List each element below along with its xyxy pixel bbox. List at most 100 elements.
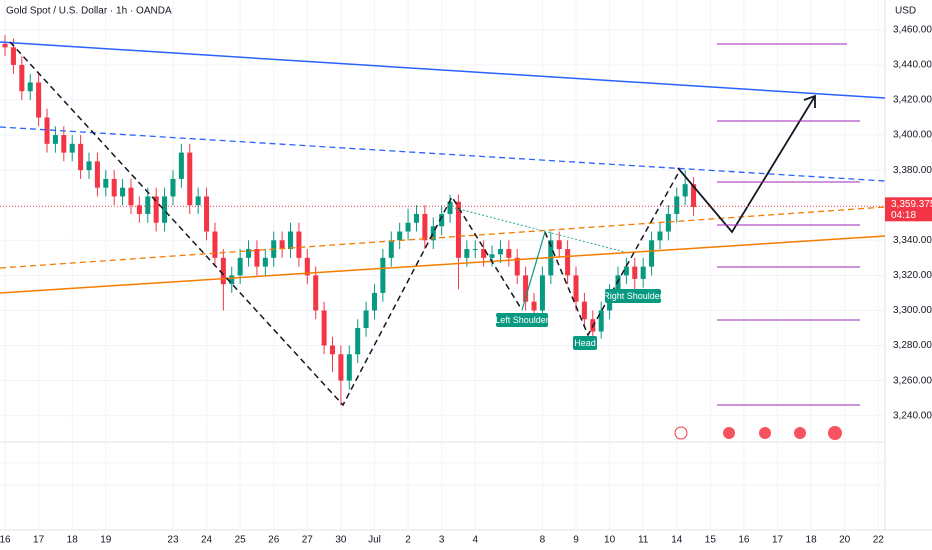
candle-body <box>397 231 403 241</box>
candle-body <box>481 249 487 258</box>
candle-body <box>489 254 495 258</box>
candle-body <box>598 310 604 332</box>
candle-body <box>78 143 84 171</box>
y-tick-label: 3,400.000 <box>893 130 932 141</box>
label-box <box>605 289 661 303</box>
candle-body <box>61 135 67 153</box>
x-tick-label: 16 <box>738 535 750 546</box>
candle-body <box>413 213 419 223</box>
x-tick-label: Jul <box>368 535 381 546</box>
candle-body <box>204 196 210 232</box>
candle-body <box>422 213 428 241</box>
candle-body <box>691 184 697 207</box>
y-tick-label: 3,440.000 <box>893 60 932 71</box>
pattern-labels: Left Shoulder Head Right Shoulder <box>495 289 663 350</box>
candle-body <box>615 275 621 293</box>
pattern-line <box>521 231 546 311</box>
candle-body <box>439 213 445 227</box>
candle-body <box>313 275 319 311</box>
candle-body <box>380 257 386 293</box>
candle-body <box>321 310 327 346</box>
candle-body <box>136 205 142 214</box>
trend-line <box>0 235 886 294</box>
x-tick-label: 18 <box>67 535 79 546</box>
x-tick-label: 30 <box>335 535 347 546</box>
candle-body <box>674 196 680 214</box>
candle-body <box>153 196 159 223</box>
candle-body <box>329 345 336 355</box>
y-tick-label: 3,420.000 <box>893 95 932 106</box>
zigzag <box>9 41 523 407</box>
y-tick-label: 3,340.000 <box>893 235 932 246</box>
x-tick-label: 19 <box>100 535 112 546</box>
left-shoulder-label: Left Shoulder <box>495 315 549 325</box>
candle-body <box>229 275 235 285</box>
candle-body <box>69 143 75 153</box>
candle-body <box>44 117 50 144</box>
candle-body <box>86 161 92 171</box>
neckline <box>454 207 626 253</box>
candle-body <box>128 187 134 206</box>
x-tick-label: 9 <box>573 535 579 546</box>
candle-body <box>212 231 218 258</box>
candle-body <box>288 231 294 250</box>
candle-body <box>464 249 470 258</box>
candle-body <box>10 47 16 65</box>
candle-body <box>2 43 8 48</box>
last-price-label: 3,359.375 <box>891 199 932 210</box>
x-tick-label: 22 <box>873 535 885 546</box>
x-tick-label: 8 <box>540 535 546 546</box>
trend-line <box>0 41 886 99</box>
countdown-label: 04:18 <box>891 210 916 221</box>
y-tick-label: 3,460.000 <box>893 24 932 35</box>
last-price-tag <box>885 197 932 222</box>
x-tick-label: 20 <box>839 535 851 546</box>
candle-body <box>556 240 562 250</box>
x-tick-label: 25 <box>235 535 247 546</box>
y-tick-label: 3,240.000 <box>893 410 932 421</box>
candle-body <box>514 257 520 276</box>
head-label: Head <box>574 338 596 348</box>
candle-body <box>296 231 302 258</box>
projection <box>677 95 816 234</box>
x-tick-label: 17 <box>33 535 45 546</box>
candle-body <box>120 187 126 197</box>
candle-body <box>237 257 243 276</box>
candle-body <box>187 152 193 206</box>
x-tick-label: 23 <box>167 535 179 546</box>
arrow-head <box>803 94 816 108</box>
x-tick-label: 10 <box>604 535 616 546</box>
candle-body <box>304 257 310 276</box>
candle-body <box>573 275 579 302</box>
label-box <box>496 313 548 327</box>
candle-body <box>539 275 545 311</box>
candle-body <box>388 240 394 258</box>
candle-body <box>405 222 411 232</box>
candle-body <box>565 249 571 276</box>
candle-body <box>246 249 252 258</box>
x-tick-label: 16 <box>0 535 11 546</box>
candle-body <box>254 249 260 267</box>
x-tick-label: 2 <box>405 535 411 546</box>
label-box <box>573 336 597 350</box>
candle-body <box>497 249 503 255</box>
candle-body <box>19 64 25 92</box>
event-icons <box>674 426 842 440</box>
y-tick-label: 3,280.000 <box>893 340 932 351</box>
candle-body <box>346 354 352 381</box>
candle-body <box>371 292 378 311</box>
y-tick-label: 3,260.000 <box>893 375 932 386</box>
candle-body <box>430 226 436 241</box>
y-tick-label: 3,300.000 <box>893 305 932 316</box>
candle-body <box>338 354 344 381</box>
event-icon <box>828 426 842 440</box>
candle-body <box>665 213 671 232</box>
x-tick-label: 15 <box>705 535 717 546</box>
candle-body <box>523 275 529 302</box>
event-icon <box>723 427 735 439</box>
currency-label: USD <box>895 6 916 17</box>
x-tick-label: 4 <box>472 535 478 546</box>
levels <box>717 43 860 406</box>
trend-line <box>0 126 886 182</box>
